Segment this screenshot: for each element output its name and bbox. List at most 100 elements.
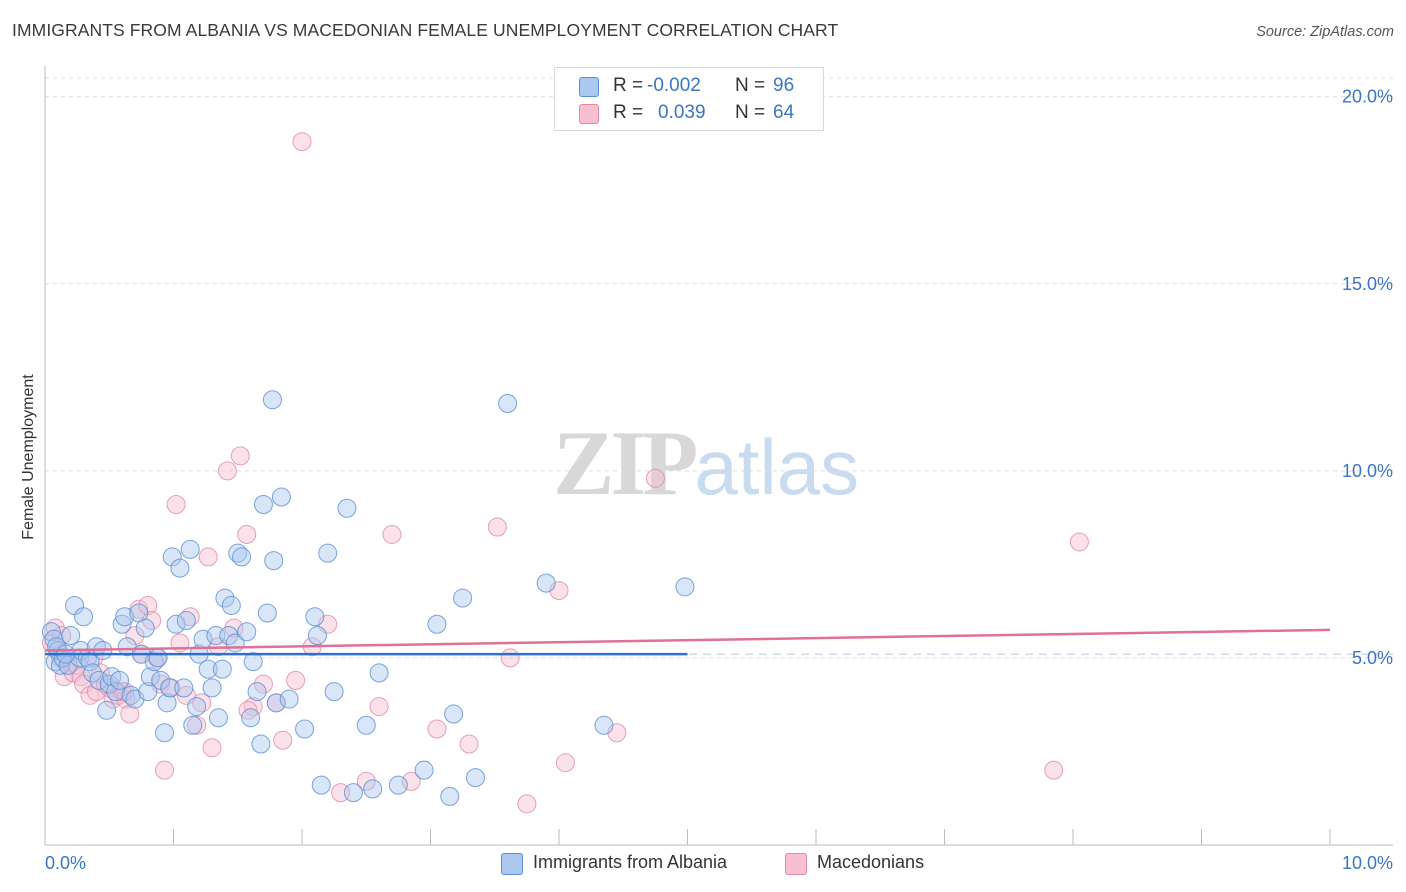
albania-point <box>241 708 261 728</box>
albania-point <box>237 622 257 642</box>
albania-point <box>243 652 263 672</box>
albania-point <box>305 607 325 627</box>
axes <box>44 66 1393 846</box>
albania-point <box>174 678 194 698</box>
albania-point <box>594 715 614 735</box>
albania-point <box>187 697 207 717</box>
legend-r-label: R = <box>613 75 644 96</box>
gridlines <box>45 77 1393 659</box>
albania-point <box>83 663 103 683</box>
macedonians-point <box>292 132 312 152</box>
albania-point <box>99 674 119 694</box>
macedonians-point <box>237 524 257 544</box>
legend-row-macedonians: R = 0.039 N = 64 <box>555 99 823 127</box>
albania-point <box>271 487 291 507</box>
albania-point <box>97 700 117 720</box>
legend-n-label: N = <box>735 102 766 123</box>
albania-point <box>208 708 228 728</box>
legend-item-macedonians: Macedonians <box>785 852 965 876</box>
albania-point <box>183 715 203 735</box>
albania-point <box>166 614 186 634</box>
albania-point <box>440 786 460 806</box>
macedonians-point <box>80 685 100 705</box>
albania-point <box>135 618 155 638</box>
albania-point <box>251 734 271 754</box>
y-tick-label: 20.0% <box>1342 87 1393 107</box>
albania-point <box>453 588 473 608</box>
albania-point <box>41 622 61 642</box>
macedonians-point <box>487 517 507 537</box>
albania-swatch <box>579 77 599 97</box>
albania-point <box>115 607 135 627</box>
albania-point <box>388 775 408 795</box>
macedonians-point <box>71 667 91 687</box>
chart-title: IMMIGRANTS FROM ALBANIA VS MACEDONIAN FE… <box>12 20 839 40</box>
albania-point <box>356 715 376 735</box>
macedonians-point <box>202 738 222 758</box>
albania-points <box>41 390 695 806</box>
albania-point <box>363 779 383 799</box>
legend-n-label: N = <box>735 75 766 96</box>
x-tick-label: 0.0% <box>45 853 86 873</box>
albania-point <box>295 719 315 739</box>
watermark-atlas: atlas <box>694 423 860 511</box>
albania-point <box>202 678 222 698</box>
macedonians-swatch <box>579 104 599 124</box>
albania-point <box>112 614 132 634</box>
albania-point <box>219 625 239 645</box>
albania-point <box>369 663 389 683</box>
x-tick-label: 10.0% <box>1342 853 1393 873</box>
albania-point <box>50 655 70 675</box>
albania-point <box>74 607 94 627</box>
macedonians-point <box>253 674 273 694</box>
macedonians-point <box>382 524 402 544</box>
macedonians-point <box>500 648 520 668</box>
albania-point <box>498 394 518 414</box>
macedonians-point <box>459 734 479 754</box>
albania-point <box>279 689 299 709</box>
albania-point <box>253 495 273 515</box>
albania-point <box>257 603 277 623</box>
albania-point <box>58 655 78 675</box>
macedonians-point <box>41 633 61 653</box>
albania-point <box>61 625 81 645</box>
albania-point <box>138 682 158 702</box>
albania-point <box>89 670 109 690</box>
albania-point <box>465 768 485 788</box>
macedonians-point <box>120 704 140 724</box>
albania-point <box>86 637 106 657</box>
macedonians-point <box>517 794 537 814</box>
macedonians-point <box>555 753 575 773</box>
albania-point <box>215 588 235 608</box>
legend-row-albania: R = -0.002 N = 96 <box>555 72 823 100</box>
albania-point <box>318 543 338 563</box>
macedonians-point <box>166 495 186 515</box>
macedonians-point <box>238 700 258 720</box>
albania-point <box>162 547 182 567</box>
albania-point <box>343 783 363 803</box>
legend-r-label: R = <box>613 102 644 123</box>
macedonians-point <box>1044 760 1064 780</box>
macedonians-point <box>1069 532 1089 552</box>
tick-labels: 5.0% 10.0% 15.0% 20.0% 0.0% 10.0% <box>45 87 1393 873</box>
legend-r-value: -0.002 <box>647 75 701 96</box>
y-tick-label: 10.0% <box>1342 461 1393 481</box>
macedonians-point <box>243 697 263 717</box>
albania-point <box>148 648 168 668</box>
macedonians-legend-swatch <box>785 853 807 875</box>
albania-point <box>140 667 160 687</box>
albania-legend-swatch <box>501 853 523 875</box>
albania-point <box>536 573 556 593</box>
y-tick-label: 5.0% <box>1352 648 1393 668</box>
macedonians-point <box>401 771 421 791</box>
legend-r-value: 0.039 <box>658 102 706 123</box>
macedonians-point <box>369 697 389 717</box>
source-credit: Source: ZipAtlas.com <box>1256 24 1394 40</box>
albania-point <box>228 543 248 563</box>
albania-point <box>262 390 282 410</box>
albania-point <box>110 670 130 690</box>
watermark: ZIPatlas <box>553 410 859 516</box>
albania-point <box>106 682 126 702</box>
correlation-legend: R = -0.002 N = 96 R = 0.039 N = 64 <box>554 67 824 131</box>
